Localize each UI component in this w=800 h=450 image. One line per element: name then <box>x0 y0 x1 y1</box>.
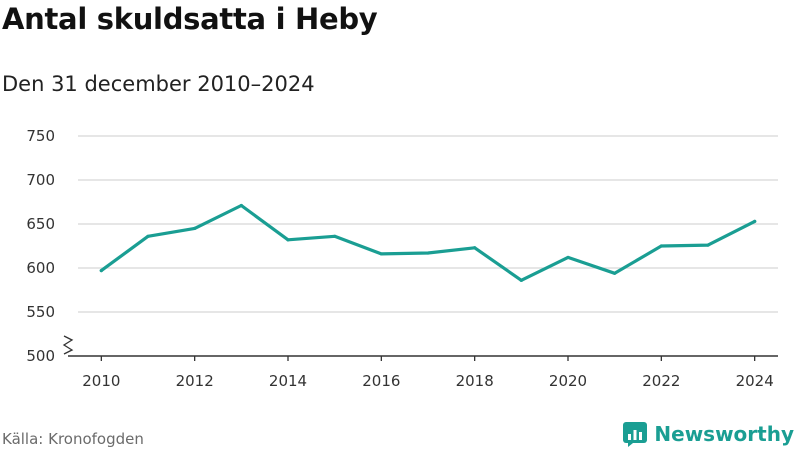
y-tick-label: 600 <box>26 259 55 277</box>
brand-name: Newsworthy <box>654 422 794 446</box>
brand: Newsworthy <box>622 420 794 448</box>
data-point <box>659 244 663 248</box>
x-tick-label: 2014 <box>269 372 307 390</box>
series-layer <box>99 203 757 282</box>
x-axis: 2010 2012 2014 2016 2018 2020 2022 2024 <box>62 335 778 390</box>
x-tick-label: 2024 <box>736 372 774 390</box>
data-point <box>286 238 290 242</box>
data-point <box>566 255 570 260</box>
data-point <box>333 234 337 238</box>
series-line <box>99 203 757 282</box>
y-tick-labels: 500 550 600 650 700 750 <box>26 127 55 365</box>
x-tick-label: 2012 <box>176 372 214 390</box>
axis-break-icon <box>62 335 74 355</box>
gridlines <box>78 135 778 313</box>
source-note: Källa: Kronofogden <box>2 430 144 448</box>
x-tick-label: 2010 <box>82 372 120 390</box>
x-tick-label: 2022 <box>642 372 680 390</box>
y-tick-label: 550 <box>26 303 55 321</box>
x-tick-label: 2016 <box>362 372 400 390</box>
data-point <box>519 278 523 282</box>
newsworthy-logo-icon <box>623 422 648 447</box>
x-tick-label: 2020 <box>549 372 587 390</box>
data-point <box>706 243 710 247</box>
chart-title: Antal skuldsatta i Heby <box>2 2 378 36</box>
data-point <box>426 251 430 255</box>
data-point <box>753 219 757 223</box>
data-point <box>239 203 243 208</box>
data-point <box>99 269 103 273</box>
data-point <box>193 226 197 230</box>
data-point <box>379 252 383 256</box>
y-tick-label: 500 <box>26 347 55 365</box>
y-tick-label: 700 <box>26 171 55 189</box>
y-tick-label: 650 <box>26 215 55 233</box>
x-tick-label: 2018 <box>456 372 494 390</box>
data-point <box>473 246 477 250</box>
chart-subtitle: Den 31 december 2010–2024 <box>2 72 315 96</box>
y-tick-label: 750 <box>26 127 55 145</box>
data-point <box>146 234 150 238</box>
data-point <box>613 271 617 275</box>
